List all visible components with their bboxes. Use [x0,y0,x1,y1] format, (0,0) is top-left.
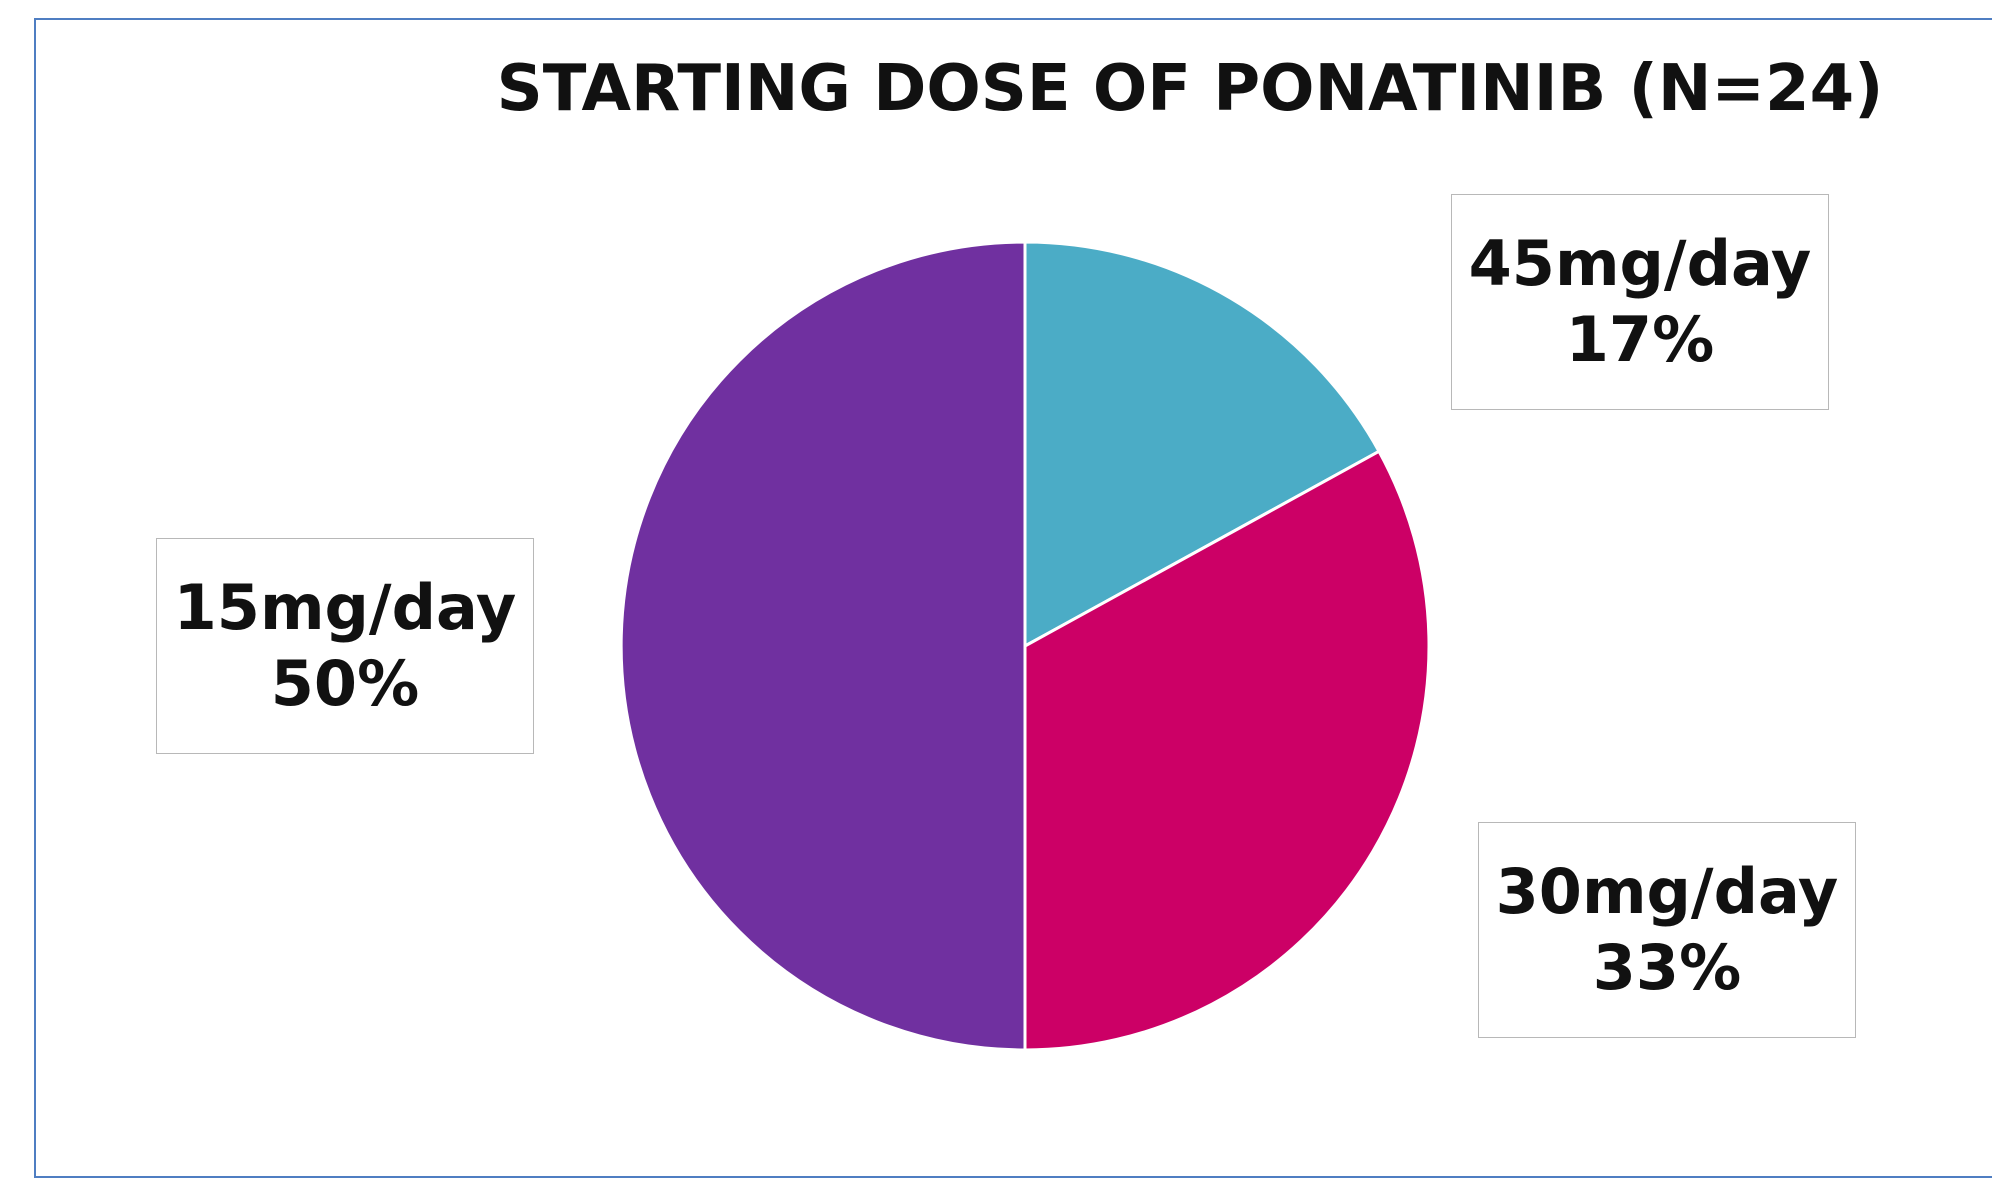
data-label-15mg-category: 15mg/day [173,571,517,645]
slice-15mg [619,240,1027,1052]
data-label-15mg: 15mg/day 50% [156,538,534,754]
data-label-45mg-category: 45mg/day [1468,227,1812,301]
data-label-30mg-percent: 33% [1592,931,1742,1004]
slice-30mg [1023,449,1431,1052]
chart-title: STARTING DOSE OF PONATINIB (N=24) [496,52,1884,126]
data-label-45mg: 45mg/day 17% [1451,194,1829,410]
data-label-30mg: 30mg/day 33% [1478,822,1856,1038]
data-label-45mg-percent: 17% [1565,303,1715,376]
pie-chart [619,240,1431,1052]
data-label-15mg-percent: 50% [270,647,420,720]
slice-45mg [1023,240,1381,648]
data-label-30mg-category: 30mg/day [1495,855,1839,929]
